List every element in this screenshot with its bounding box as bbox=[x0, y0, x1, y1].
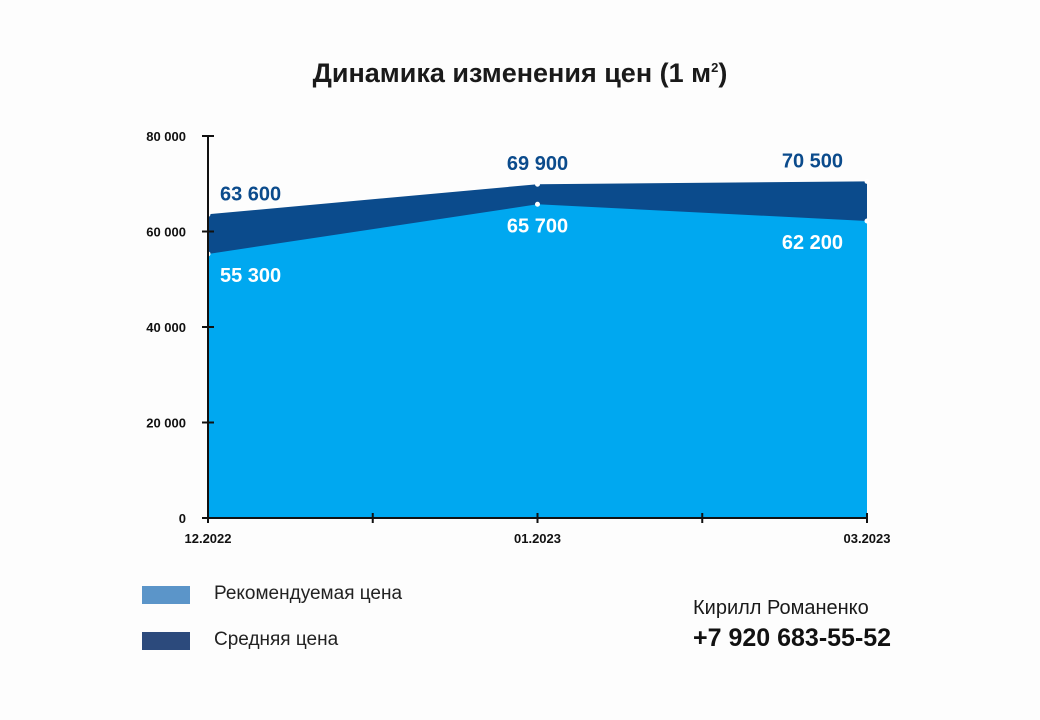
recommended-data-label: 62 200 bbox=[782, 232, 843, 254]
x-tick-label: 01.2023 bbox=[514, 531, 561, 546]
legend-item-average: Средняя цена bbox=[142, 626, 542, 656]
chart-title-superscript: 2 bbox=[711, 60, 719, 75]
x-tick-label: 12.2022 bbox=[185, 531, 232, 546]
legend-swatch-average bbox=[142, 632, 190, 650]
contact-block: Кирилл Романенко +7 920 683-55-52 bbox=[693, 597, 891, 653]
average-data-label: 69 900 bbox=[507, 153, 568, 175]
contact-phone: +7 920 683-55-52 bbox=[693, 624, 892, 652]
legend-swatch-recommended bbox=[142, 586, 190, 604]
chart-title: Динамика изменения цен (1 м2) bbox=[0, 58, 1040, 89]
x-tick-label: 03.2023 bbox=[844, 531, 891, 546]
legend-label-average: Средняя цена bbox=[214, 629, 339, 650]
y-tick-label: 0 bbox=[179, 511, 186, 526]
chart-title-suffix: ) bbox=[718, 58, 728, 88]
average-data-label: 70 500 bbox=[782, 150, 843, 172]
average-point bbox=[535, 181, 540, 187]
recommended-data-label: 55 300 bbox=[220, 265, 281, 287]
average-data-label: 63 600 bbox=[220, 183, 281, 205]
recommended-data-label: 65 700 bbox=[507, 215, 568, 237]
recommended-point bbox=[864, 218, 870, 224]
y-tick-label: 60 000 bbox=[146, 225, 186, 240]
recommended-point bbox=[535, 201, 540, 207]
legend-label-recommended: Рекомендуемая цена bbox=[214, 583, 403, 604]
series-recommended-area bbox=[208, 204, 867, 518]
price-area-chart: 0 20 000 40 000 60 000 80 000 12.2022 01.2023 0… bbox=[146, 129, 891, 546]
y-tick-label: 40 000 bbox=[146, 320, 186, 335]
y-tick-label: 80 000 bbox=[146, 129, 186, 144]
y-tick-label: 20 000 bbox=[146, 416, 186, 431]
contact-name: Кирилл Романенко bbox=[693, 597, 869, 619]
legend-item-recommended: Рекомендуемая цена bbox=[142, 580, 542, 610]
average-point bbox=[864, 178, 870, 184]
chart-title-text: Динамика изменения цен (1 м bbox=[312, 58, 712, 88]
